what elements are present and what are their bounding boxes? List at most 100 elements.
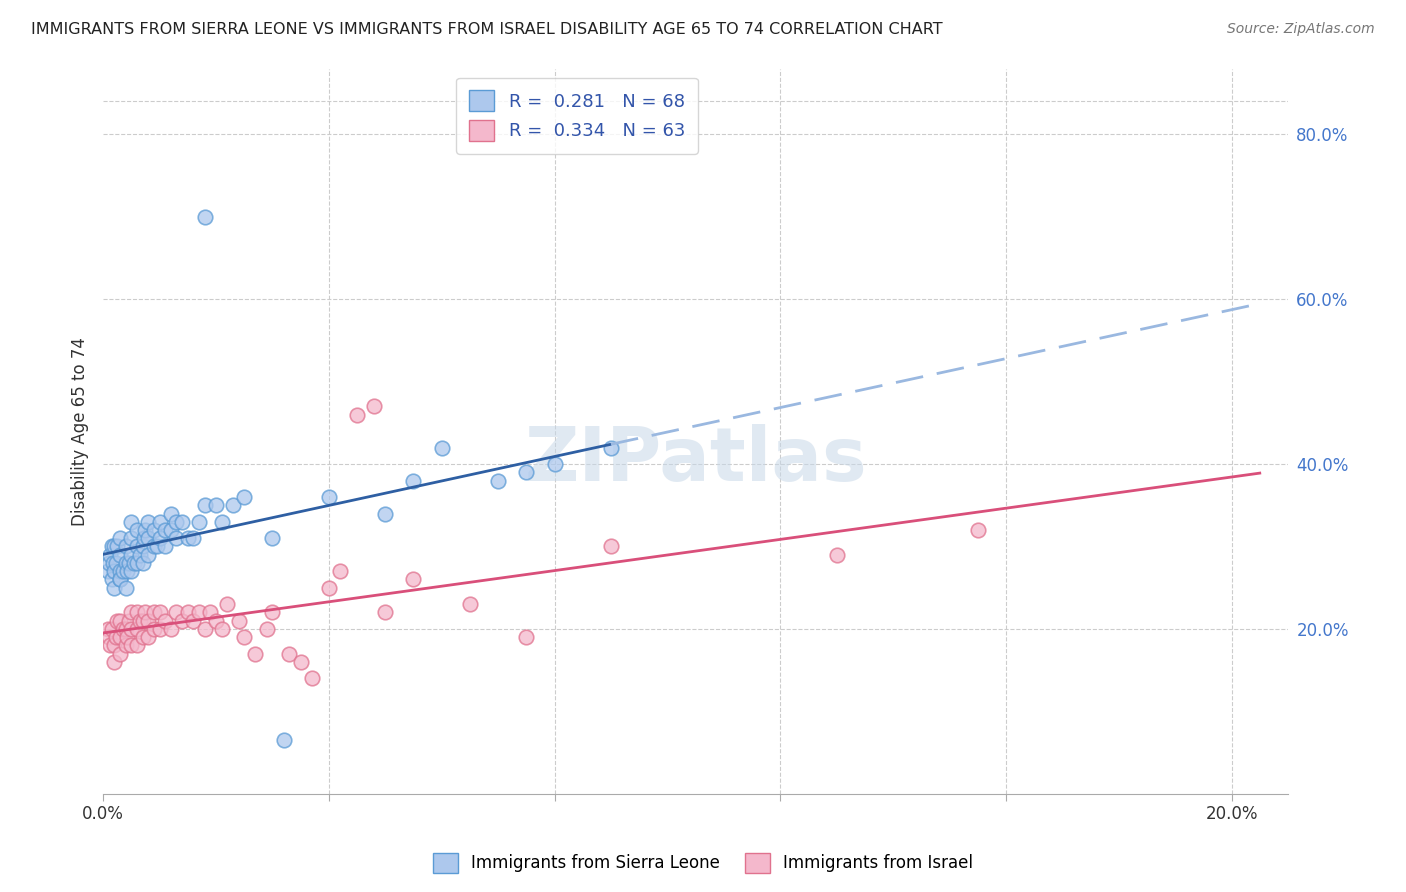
Point — [136, 614, 159, 628]
Point — [515, 630, 537, 644]
Point — [125, 638, 148, 652]
Point — [318, 490, 340, 504]
Point — [142, 540, 165, 554]
Point — [125, 606, 148, 620]
Point — [273, 733, 295, 747]
Point — [103, 581, 125, 595]
Legend: Immigrants from Sierra Leone, Immigrants from Israel: Immigrants from Sierra Leone, Immigrants… — [426, 847, 980, 880]
Point — [148, 622, 170, 636]
Point — [134, 606, 156, 620]
Point — [194, 622, 217, 636]
Point — [128, 548, 150, 562]
Point — [329, 564, 352, 578]
Point — [402, 474, 425, 488]
Point — [245, 647, 267, 661]
Point — [543, 457, 565, 471]
Point — [98, 638, 121, 652]
Point — [194, 210, 217, 224]
Point — [166, 606, 188, 620]
Point — [105, 614, 128, 628]
Point — [142, 606, 165, 620]
Point — [205, 498, 228, 512]
Point — [98, 548, 121, 562]
Point — [108, 548, 131, 562]
Point — [111, 564, 134, 578]
Point — [132, 531, 155, 545]
Point — [114, 581, 136, 595]
Point — [205, 614, 228, 628]
Point — [200, 606, 222, 620]
Point — [430, 441, 453, 455]
Point — [256, 622, 278, 636]
Point — [120, 564, 142, 578]
Point — [153, 523, 176, 537]
Point — [142, 523, 165, 537]
Point — [117, 556, 139, 570]
Point — [211, 622, 233, 636]
Point — [290, 655, 312, 669]
Point — [114, 540, 136, 554]
Point — [114, 556, 136, 570]
Text: ZIPatlas: ZIPatlas — [524, 424, 868, 497]
Point — [374, 606, 396, 620]
Point — [222, 498, 245, 512]
Point — [104, 630, 127, 644]
Point — [131, 614, 153, 628]
Point — [125, 523, 148, 537]
Point — [346, 408, 368, 422]
Point — [600, 540, 623, 554]
Point — [100, 573, 122, 587]
Point — [233, 630, 256, 644]
Point — [108, 647, 131, 661]
Point — [301, 671, 323, 685]
Point — [211, 515, 233, 529]
Point — [120, 515, 142, 529]
Text: Source: ZipAtlas.com: Source: ZipAtlas.com — [1227, 22, 1375, 37]
Point — [120, 638, 142, 652]
Point — [148, 531, 170, 545]
Point — [166, 515, 188, 529]
Point — [131, 630, 153, 644]
Point — [120, 548, 142, 562]
Point — [136, 548, 159, 562]
Point — [100, 622, 122, 636]
Text: IMMIGRANTS FROM SIERRA LEONE VS IMMIGRANTS FROM ISRAEL DISABILITY AGE 65 TO 74 C: IMMIGRANTS FROM SIERRA LEONE VS IMMIGRAN… — [31, 22, 942, 37]
Point — [160, 507, 183, 521]
Point — [108, 564, 131, 578]
Point — [166, 531, 188, 545]
Point — [131, 556, 153, 570]
Point — [262, 606, 284, 620]
Point — [108, 614, 131, 628]
Point — [363, 400, 385, 414]
Point — [600, 441, 623, 455]
Point — [117, 614, 139, 628]
Point — [233, 490, 256, 504]
Point — [160, 523, 183, 537]
Point — [172, 515, 194, 529]
Point — [194, 498, 217, 512]
Point — [122, 556, 145, 570]
Point — [153, 614, 176, 628]
Point — [128, 614, 150, 628]
Point — [103, 556, 125, 570]
Point — [103, 638, 125, 652]
Point — [125, 556, 148, 570]
Point — [103, 655, 125, 669]
Point — [148, 606, 170, 620]
Point — [228, 614, 250, 628]
Point — [172, 614, 194, 628]
Point — [825, 548, 848, 562]
Point — [136, 515, 159, 529]
Point — [97, 556, 120, 570]
Point — [115, 630, 138, 644]
Point — [114, 638, 136, 652]
Point — [318, 581, 340, 595]
Point — [177, 606, 200, 620]
Point — [183, 614, 205, 628]
Point — [111, 622, 134, 636]
Point — [966, 523, 988, 537]
Point — [153, 540, 176, 554]
Point — [108, 630, 131, 644]
Point — [120, 606, 142, 620]
Point — [108, 573, 131, 587]
